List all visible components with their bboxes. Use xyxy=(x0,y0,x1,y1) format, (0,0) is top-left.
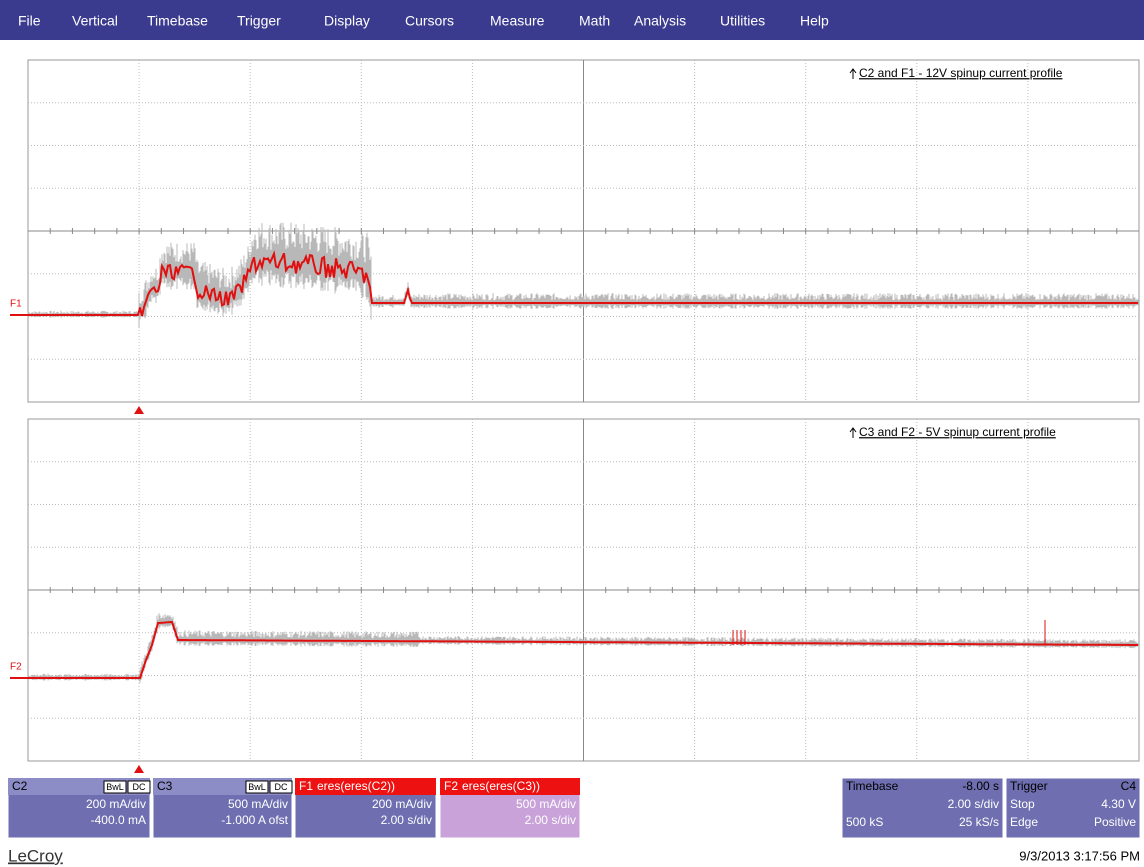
title-arrow-head xyxy=(849,427,857,433)
channel-function: eres(eres(C2)) xyxy=(317,779,395,793)
info-value: -8.00 s xyxy=(962,779,999,793)
channel-name: C3 xyxy=(157,779,173,793)
timestamp: 9/3/2013 3:17:56 PM xyxy=(1019,848,1140,863)
info-label: Trigger xyxy=(1010,779,1048,793)
badge xyxy=(245,780,269,794)
info-value: 25 kS/s xyxy=(959,815,999,829)
info-value: 2.00 s/div xyxy=(948,797,999,811)
badge xyxy=(269,780,293,794)
menu-item[interactable]: File xyxy=(18,13,41,29)
badge xyxy=(127,780,151,794)
channel-setting: -1.000 A ofst xyxy=(221,813,288,827)
badge-text: DC xyxy=(275,782,288,792)
info-label: Stop xyxy=(1010,797,1035,811)
channel-setting: 2.00 s/div xyxy=(525,813,576,827)
channel-header xyxy=(440,778,580,795)
info-value: Positive xyxy=(1094,815,1136,829)
menu-item[interactable]: Trigger xyxy=(237,13,281,29)
menu-item[interactable]: Timebase xyxy=(147,13,208,29)
trigger-marker xyxy=(134,765,144,773)
title-arrow-head xyxy=(849,68,857,74)
channel-header xyxy=(295,778,436,795)
filtered-trace xyxy=(28,620,1138,679)
trace-label: F1 xyxy=(10,299,22,310)
info-label: 500 kS xyxy=(846,815,883,829)
info-label: Edge xyxy=(1010,815,1038,829)
trigger-marker xyxy=(134,406,144,414)
menu-item[interactable]: Cursors xyxy=(405,13,454,29)
channel-setting: 500 mA/div xyxy=(516,797,576,811)
channel-setting: 200 mA/div xyxy=(372,797,432,811)
menu-item[interactable]: Display xyxy=(324,13,370,29)
menu-item[interactable]: Measure xyxy=(490,13,545,29)
panel-title: C2 and F1 - 12V spinup current profile xyxy=(859,66,1063,80)
info-box[interactable] xyxy=(841,777,1004,839)
channel-name: F2 xyxy=(444,779,458,793)
badge xyxy=(103,780,127,794)
menu-item[interactable]: Vertical xyxy=(72,13,118,29)
info-value: C4 xyxy=(1121,779,1137,793)
channel-function: eres(eres(C3)) xyxy=(462,779,540,793)
badge-text: BwL xyxy=(106,782,124,792)
channel-setting: 2.00 s/div xyxy=(381,813,432,827)
menu-bar xyxy=(0,0,1144,40)
filtered-trace xyxy=(28,250,1138,317)
menu-item[interactable]: Math xyxy=(579,13,610,29)
brand: LeCroy xyxy=(8,846,63,865)
badge-text: DC xyxy=(133,782,146,792)
panel-title: C3 and F2 - 5V spinup current profile xyxy=(859,425,1056,439)
menu-item[interactable]: Utilities xyxy=(720,13,765,29)
info-value: 4.30 V xyxy=(1101,797,1136,811)
menu-item[interactable]: Analysis xyxy=(634,13,686,29)
badge-text: BwL xyxy=(248,782,266,792)
channel-setting: 200 mA/div xyxy=(86,797,146,811)
channel-name: F1 xyxy=(299,779,313,793)
trace-label: F2 xyxy=(10,662,22,673)
channel-name: C2 xyxy=(12,779,28,793)
menu-item[interactable]: Help xyxy=(800,13,829,29)
spike xyxy=(732,620,1046,645)
channel-setting: -400.0 mA xyxy=(91,813,146,827)
info-label: Timebase xyxy=(846,779,899,793)
channel-setting: 500 mA/div xyxy=(228,797,288,811)
info-box[interactable] xyxy=(1005,777,1141,839)
